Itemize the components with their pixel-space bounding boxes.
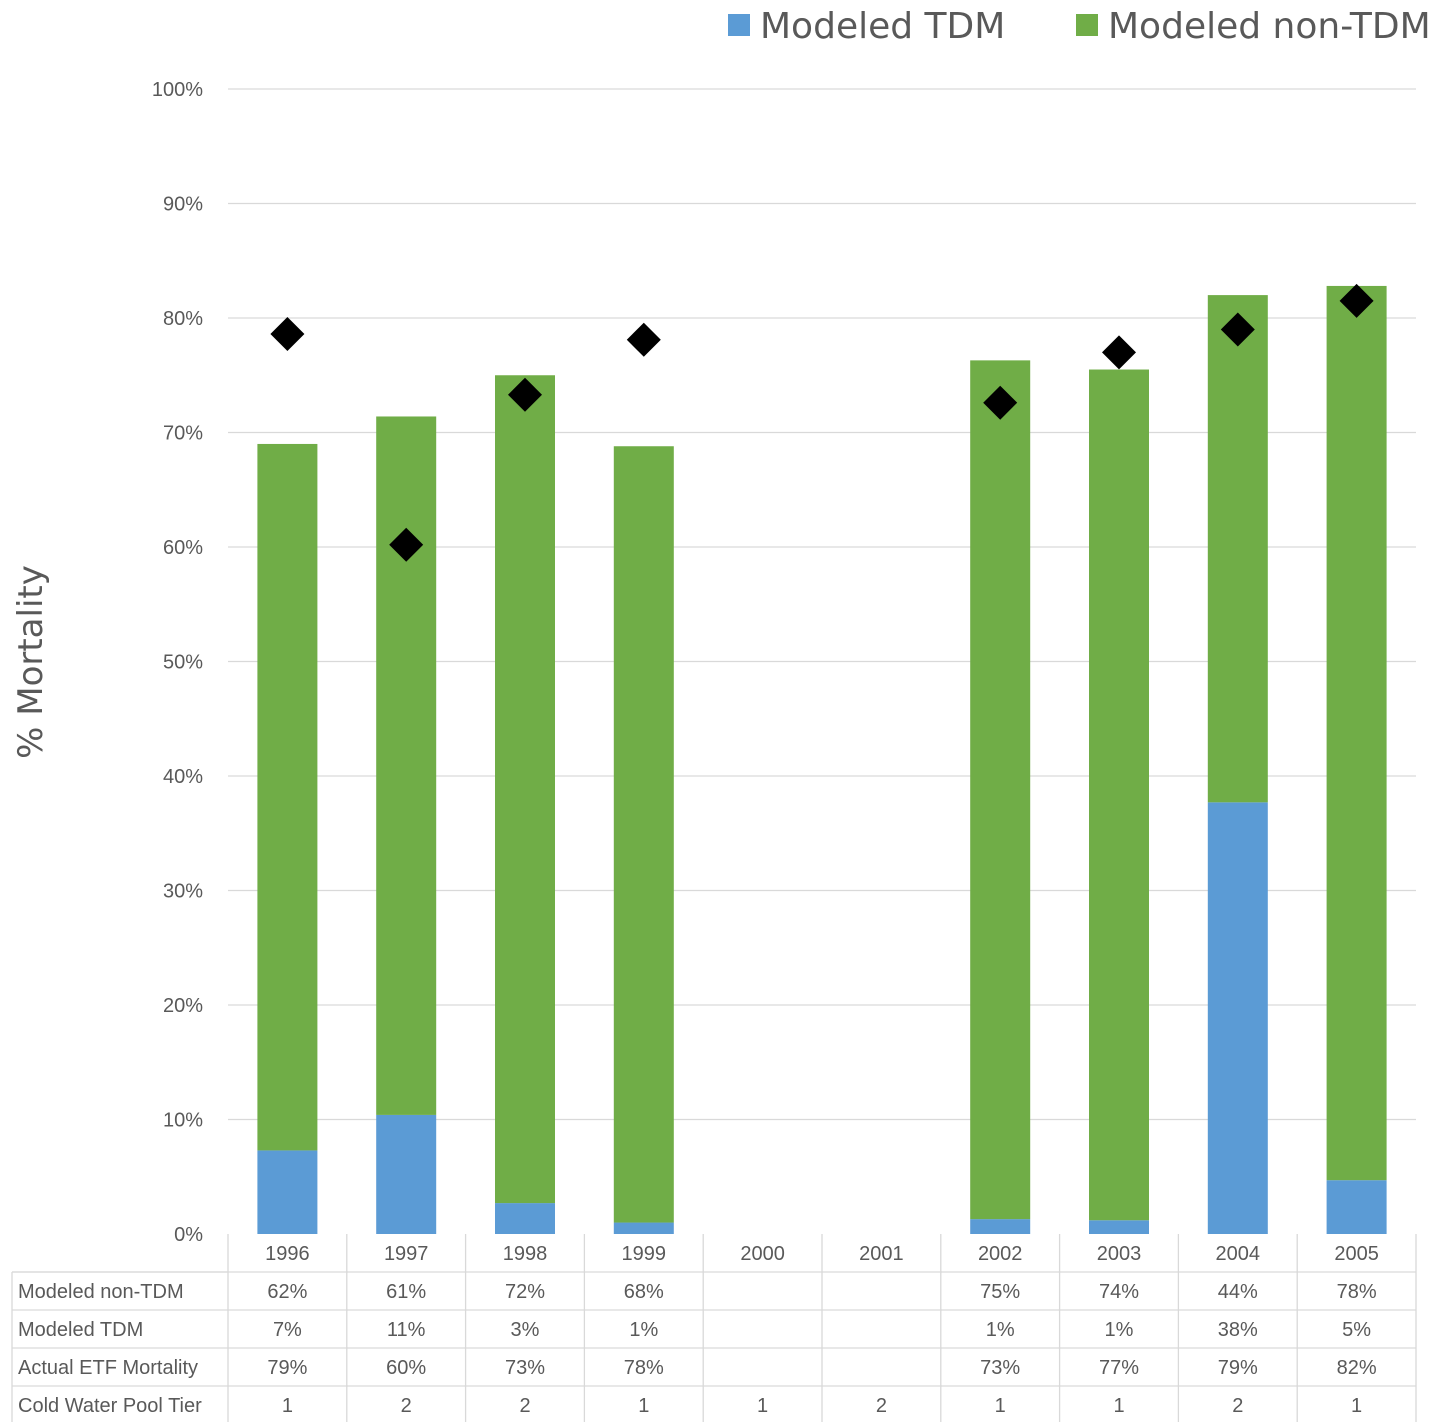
table-cell: 1% (1105, 1319, 1134, 1341)
y-tick-label: 100% (152, 79, 203, 101)
table-row-label: Actual ETF Mortality (18, 1357, 198, 1379)
table-cell: 2 (876, 1395, 887, 1417)
actual-mortality-marker (270, 317, 305, 352)
y-axis-ticks: 0% 10% 20% 30% 40% 50% 60% 70% 80% 90% 100% (152, 79, 203, 1246)
bar-modeled-non-tdm (376, 416, 437, 1115)
table-cell: 60% (386, 1357, 426, 1379)
bar-modeled-tdm (495, 1203, 555, 1234)
x-tick-label: 2003 (1097, 1243, 1142, 1265)
table-cell: 79% (267, 1357, 307, 1379)
bar-modeled-non-tdm (1326, 285, 1387, 1181)
table-row-label: Modeled TDM (18, 1319, 143, 1341)
actual-mortality-marker (626, 322, 661, 357)
bars (257, 285, 1387, 1234)
table-row-label: Cold Water Pool Tier (18, 1395, 202, 1417)
bar-modeled-non-tdm (970, 360, 1031, 1220)
table-cell: 1 (995, 1395, 1006, 1417)
y-tick-label: 60% (163, 537, 203, 559)
table-cell: 73% (505, 1357, 545, 1379)
table-cell: 44% (1218, 1281, 1258, 1303)
bar-modeled-tdm (613, 1222, 674, 1234)
x-tick-label: 2001 (859, 1243, 904, 1265)
x-tick-label: 1996 (265, 1243, 310, 1265)
y-tick-label: 40% (163, 766, 203, 788)
actual-mortality-marker (389, 527, 424, 562)
legend-label: Modeled TDM (760, 6, 1005, 47)
x-tick-label: 1997 (384, 1243, 429, 1265)
table-row-label: Modeled non-TDM (18, 1281, 184, 1303)
y-tick-label: 80% (163, 308, 203, 330)
bar-modeled-non-tdm (257, 443, 318, 1151)
table-cell: 2 (519, 1395, 530, 1417)
table-cell: 77% (1099, 1357, 1139, 1379)
table-cell: 78% (1337, 1281, 1377, 1303)
actual-mortality-marker (983, 385, 1018, 420)
table-cell: 1 (1351, 1395, 1362, 1417)
y-tick-label: 30% (163, 881, 203, 903)
table-cell: 38% (1218, 1319, 1258, 1341)
bar-modeled-tdm (970, 1219, 1031, 1234)
bar-modeled-non-tdm (1089, 369, 1149, 1221)
data-table: 1996 1997 1998 1999 2000 2001 2002 2003 2004 2005… (11, 1234, 1417, 1422)
y-tick-label: 70% (163, 423, 203, 445)
table-cell: 78% (624, 1357, 664, 1379)
table-cell: 62% (267, 1281, 307, 1303)
bar-modeled-non-tdm (495, 375, 555, 1204)
x-tick-label: 2005 (1334, 1243, 1379, 1265)
y-tick-label: 90% (163, 194, 203, 216)
actual-mortality-marker (1220, 312, 1255, 347)
legend-swatch (1076, 14, 1098, 36)
bar-modeled-tdm (1089, 1220, 1149, 1234)
table-cell: 73% (980, 1357, 1020, 1379)
bar-modeled-non-tdm (1207, 295, 1268, 803)
x-tick-label: 2004 (1216, 1243, 1261, 1265)
table-cell: 82% (1337, 1357, 1377, 1379)
legend-swatch (728, 14, 750, 36)
table-cell: 61% (386, 1281, 426, 1303)
table-cell: 1 (638, 1395, 649, 1417)
x-tick-label: 2002 (978, 1243, 1023, 1265)
table-cell: 3% (511, 1319, 540, 1341)
table-cell: 2 (401, 1395, 412, 1417)
x-tick-label: 1998 (503, 1243, 548, 1265)
actual-mortality-marker (1339, 283, 1374, 318)
bar-modeled-tdm (376, 1114, 437, 1234)
table-cell: 7% (273, 1319, 302, 1341)
table-cell: 5% (1342, 1319, 1371, 1341)
table-cell: 11% (387, 1319, 426, 1341)
table-cell: 1% (629, 1319, 658, 1341)
bar-modeled-tdm (1326, 1180, 1387, 1234)
bar-modeled-tdm (257, 1150, 318, 1234)
legend: Modeled TDM Modeled non-TDM (728, 6, 1431, 47)
table-cell: 79% (1218, 1357, 1258, 1379)
table-cell: 75% (980, 1281, 1020, 1303)
table-cell: 2 (1232, 1395, 1243, 1417)
bar-modeled-tdm (1207, 802, 1268, 1234)
table-cell: 68% (624, 1281, 664, 1303)
table-cell: 74% (1099, 1281, 1139, 1303)
legend-label: Modeled non-TDM (1108, 6, 1431, 47)
table-cell: 1 (757, 1395, 768, 1417)
bar-modeled-non-tdm (613, 446, 674, 1223)
y-tick-label: 20% (163, 995, 203, 1017)
y-tick-label: 50% (163, 652, 203, 674)
actual-mortality-marker (508, 377, 542, 412)
x-tick-label: 1999 (622, 1243, 667, 1265)
y-axis-label: % Mortality (11, 565, 51, 759)
y-tick-label: 0% (174, 1224, 203, 1246)
x-tick-label: 2000 (740, 1243, 785, 1265)
table-cell: 1 (282, 1395, 293, 1417)
actual-mortality-marker (1102, 335, 1136, 370)
table-cell: 1% (986, 1319, 1015, 1341)
y-tick-label: 10% (163, 1110, 203, 1132)
actual-markers (270, 283, 1374, 562)
table-cell: 1 (1113, 1395, 1124, 1417)
table-cell: 72% (505, 1281, 545, 1303)
